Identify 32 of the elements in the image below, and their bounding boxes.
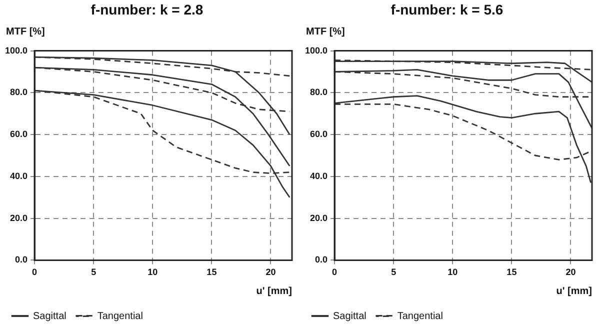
y-tick-label: 20.0: [10, 212, 28, 223]
chart-title: f-number: k = 5.6: [390, 1, 504, 18]
legend-label: Tangential: [397, 310, 443, 322]
legend-label: Tangential: [97, 310, 143, 322]
y-tick-label: 0.0: [315, 254, 328, 265]
y-axis-title: MTF [%]: [6, 26, 45, 38]
x-tick-label: 15: [206, 267, 217, 278]
x-axis-title: u' [mm]: [256, 286, 292, 297]
x-axis-title: u' [mm]: [556, 286, 592, 297]
legend-label: Sagittal: [33, 310, 66, 322]
y-tick-label: 40.0: [10, 170, 28, 181]
y-axis-title: MTF [%]: [306, 26, 345, 38]
y-tick-label: 60.0: [310, 129, 328, 140]
legend-label: Sagittal: [333, 310, 366, 322]
x-tick-label: 0: [332, 267, 338, 278]
y-tick-label: 60.0: [10, 129, 28, 140]
x-tick-label: 20: [566, 267, 576, 278]
y-tick-label: 100.0: [4, 45, 28, 56]
y-tick-label: 100.0: [304, 45, 328, 56]
x-tick-label: 10: [148, 267, 158, 278]
y-tick-label: 20.0: [310, 212, 328, 223]
x-tick-label: 0: [32, 267, 38, 278]
x-tick-label: 15: [506, 267, 517, 278]
x-tick-label: 20: [266, 267, 276, 278]
y-tick-label: 0.0: [15, 254, 28, 265]
x-tick-label: 5: [391, 267, 396, 278]
y-tick-label: 40.0: [310, 170, 328, 181]
chart-title: f-number: k = 2.8: [90, 1, 204, 18]
y-tick-label: 80.0: [10, 87, 28, 98]
x-tick-label: 5: [91, 267, 96, 278]
x-tick-label: 10: [448, 267, 458, 278]
y-tick-label: 80.0: [310, 87, 328, 98]
